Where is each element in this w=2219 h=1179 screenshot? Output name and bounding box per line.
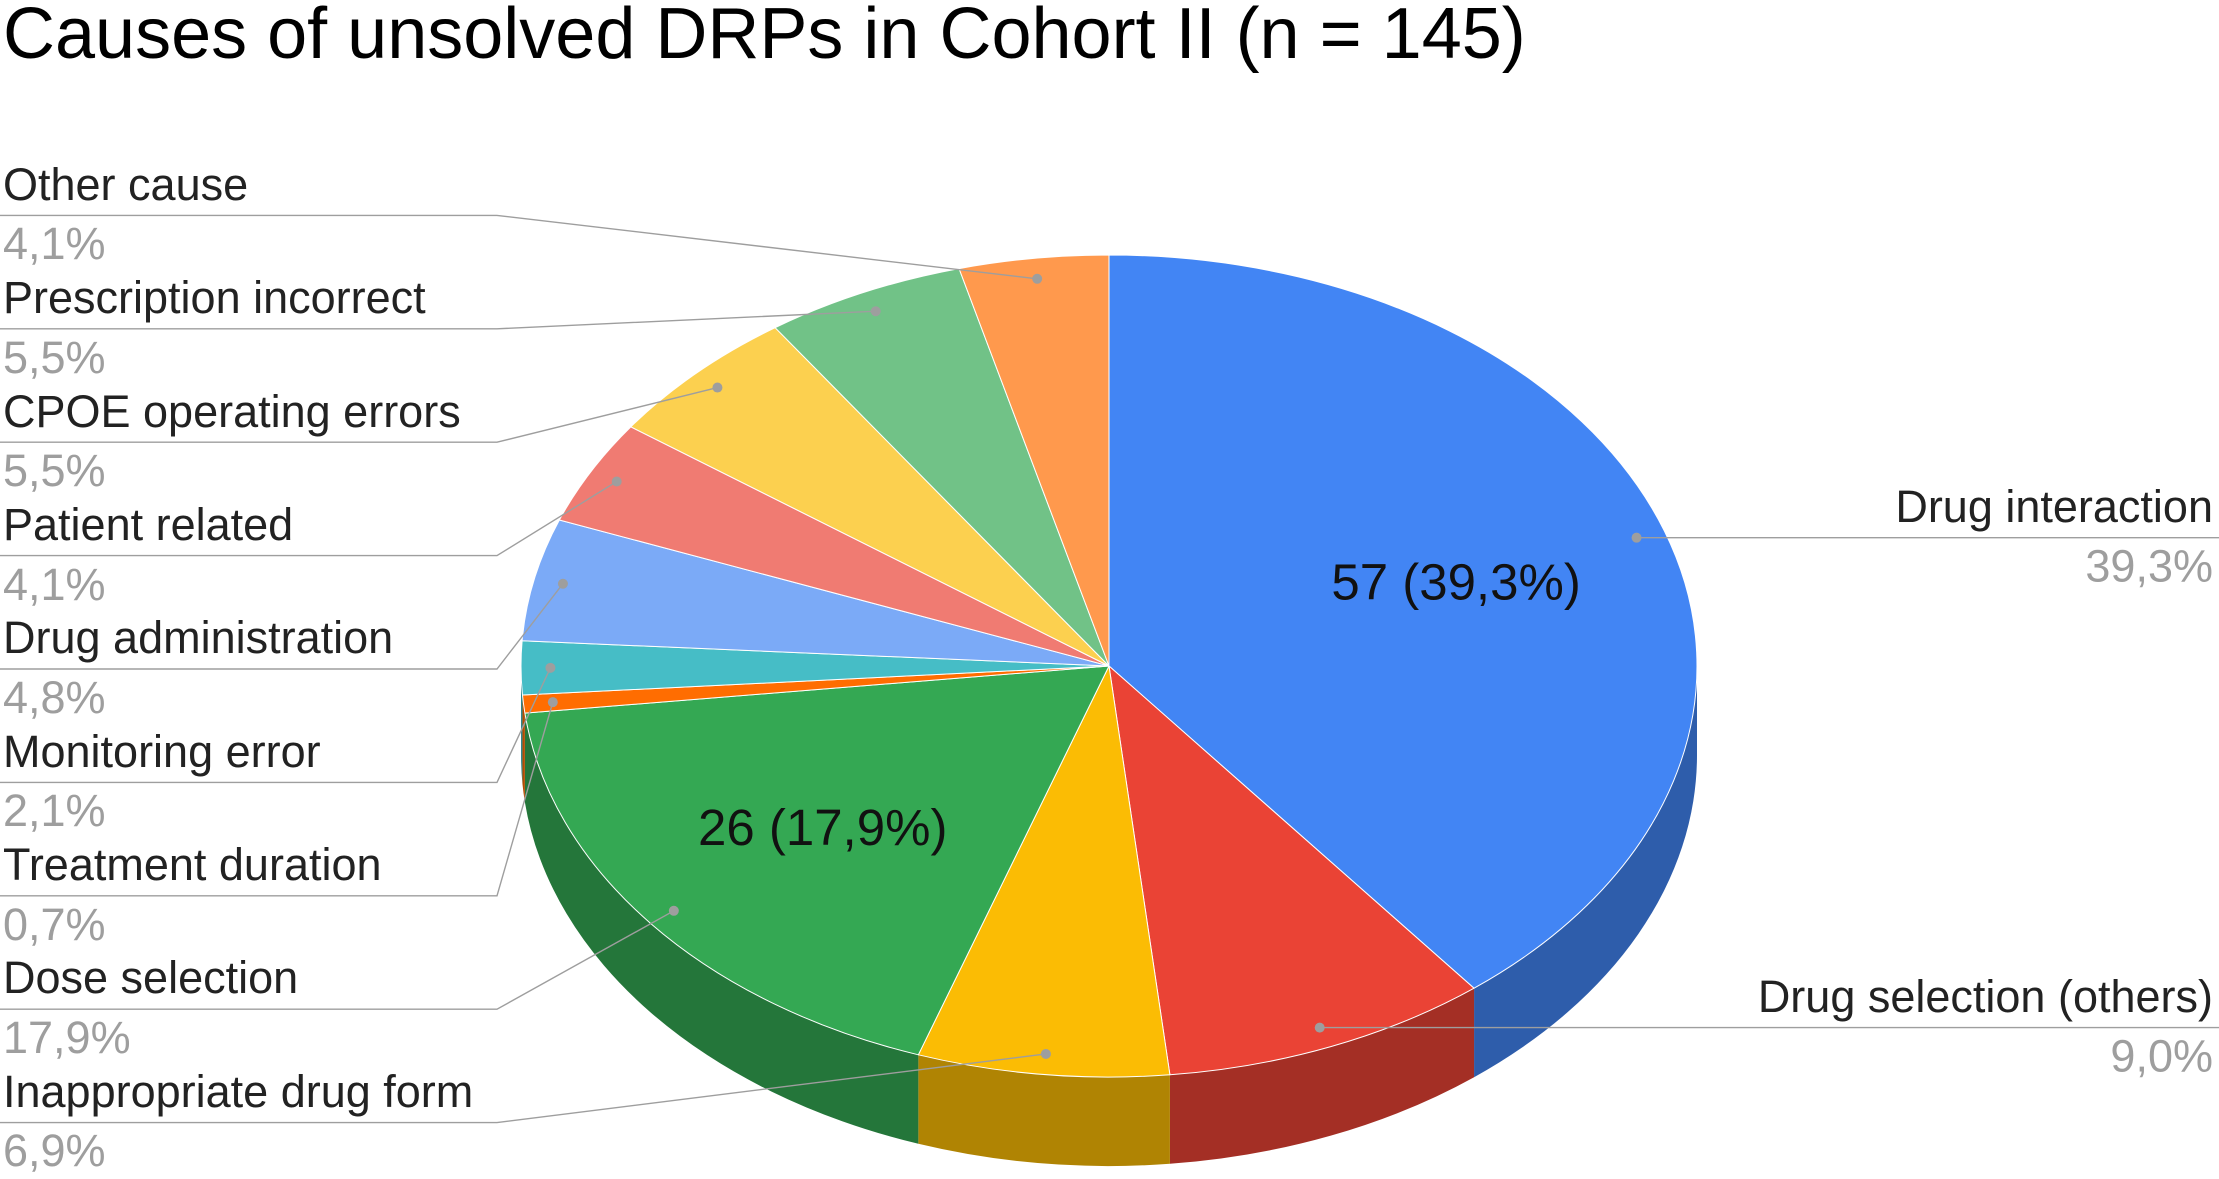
leader-line-monitoring-error — [0, 667, 552, 784]
slice-other-cause — [958, 254, 1110, 667]
slice-side-dose-selection — [524, 713, 919, 1144]
slice-side-treatment-duration — [522, 695, 525, 803]
leader-line-dose-selection — [0, 910, 675, 1010]
value-label-monitoring-error: 2,1% — [3, 785, 106, 836]
label-cpoe-operating-errors: CPOE operating errors — [3, 386, 461, 437]
value-label-cpoe-operating-errors: 5,5% — [3, 445, 106, 496]
label-other-cause: Other cause — [3, 159, 248, 210]
chart-title: Causes of unsolved DRPs in Cohort II (n … — [3, 0, 1526, 74]
label-monitoring-error: Monitoring error — [3, 726, 321, 777]
slice-drug-selection-others — [1108, 665, 1475, 1076]
leader-dot-patient-related — [611, 476, 622, 487]
value-label-prescription-incorrect: 5,5% — [3, 332, 106, 383]
pie-slices — [520, 254, 1698, 1078]
value-label-inappropriate-drug-form: 6,9% — [3, 1125, 106, 1176]
slice-inappropriate-drug-form — [917, 665, 1171, 1078]
label-drug-interaction: Drug interaction — [1895, 481, 2213, 532]
data-label-dose-selection: 26 (17,9%) — [698, 799, 947, 856]
slice-side-inappropriate-drug-form — [918, 1054, 1170, 1167]
value-label-drug-administration: 4,8% — [3, 672, 106, 723]
slice-drug-administration — [521, 519, 1110, 667]
leader-dot-dose-selection — [668, 905, 679, 916]
slice-data-labels: 57 (39,3%) 26 (17,9%) — [698, 554, 1581, 856]
label-prescription-incorrect: Prescription incorrect — [3, 272, 426, 323]
leader-dot-inappropriate-drug-form — [1040, 1048, 1051, 1059]
value-label-dose-selection: 17,9% — [3, 1012, 131, 1063]
value-label-treatment-duration: 0,7% — [3, 899, 106, 950]
data-label-drug-interaction: 57 (39,3%) — [1331, 554, 1580, 611]
pie-side-walls — [521, 666, 1697, 1167]
label-patient-related: Patient related — [3, 499, 293, 550]
label-inappropriate-drug-form: Inappropriate drug form — [3, 1066, 473, 1117]
value-label-other-cause: 4,1% — [3, 218, 106, 269]
leader-line-treatment-duration — [0, 701, 554, 897]
leader-dot-drug-selection-others — [1314, 1022, 1325, 1033]
slice-labels: Other cause 4,1% Prescription incorrect … — [3, 159, 2213, 1176]
leader-line-patient-related — [0, 480, 618, 557]
leader-dot-cpoe-operating-errors — [712, 382, 723, 393]
slice-drug-interaction — [1108, 254, 1698, 989]
label-drug-selection-others: Drug selection (others) — [1758, 971, 2213, 1022]
value-label-patient-related: 4,1% — [3, 559, 106, 610]
leader-dot-monitoring-error — [545, 662, 556, 673]
leader-lines — [0, 214, 2219, 1124]
leader-line-prescription-incorrect — [0, 310, 876, 330]
label-drug-administration: Drug administration — [3, 612, 393, 663]
leader-dot-drug-administration — [557, 578, 568, 589]
slice-side-drug-selection-others — [1169, 988, 1475, 1164]
leader-dot-other-cause — [1032, 273, 1043, 284]
value-label-drug-interaction: 39,3% — [2085, 541, 2213, 592]
leader-line-drug-administration — [0, 583, 564, 670]
leader-line-other-cause — [0, 214, 1038, 280]
label-treatment-duration: Treatment duration — [3, 839, 382, 890]
leader-dot-treatment-duration — [547, 697, 558, 708]
value-label-drug-selection-others: 9,0% — [2110, 1031, 2213, 1082]
slice-cpoe-operating-errors — [630, 327, 1110, 667]
label-dose-selection: Dose selection — [3, 952, 298, 1003]
leader-line-cpoe-operating-errors — [0, 386, 718, 443]
slice-prescription-incorrect — [774, 268, 1110, 667]
slice-side-drug-interaction — [1474, 666, 1697, 1078]
leader-dot-drug-interaction — [1631, 532, 1642, 543]
leader-line-inappropriate-drug-form — [0, 1053, 1046, 1124]
leader-dot-prescription-incorrect — [870, 306, 881, 317]
